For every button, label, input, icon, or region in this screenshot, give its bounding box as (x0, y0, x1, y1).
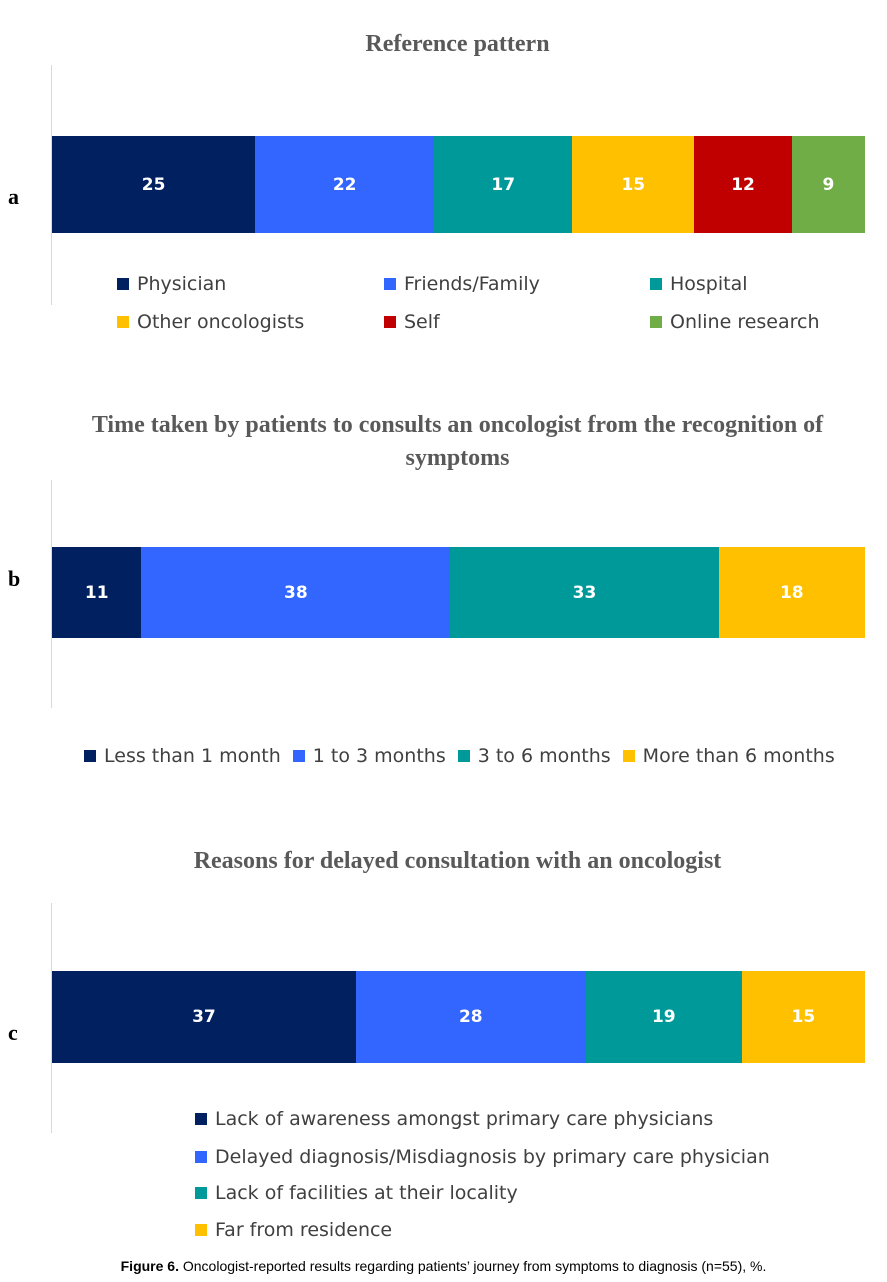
bar-segment-far-from-residence: 15 (741, 971, 865, 1063)
data-label: 28 (458, 1007, 483, 1027)
legend-label: Less than 1 month (104, 745, 281, 767)
legend-label: 1 to 3 months (312, 745, 446, 767)
bar-segment-3-to-6-months: 33 (450, 547, 719, 638)
bar-segment-more-than-6-months: 18 (718, 547, 865, 638)
legend-label: Hospital (670, 273, 748, 295)
chart-b-title: Time taken by patients to consults an on… (91, 412, 824, 471)
legend-item-online-research: Online research (650, 311, 820, 333)
bar-segment-online-research: 9 (791, 136, 865, 233)
panel-label-b: b (8, 566, 21, 591)
legend-swatch (117, 316, 129, 328)
bar-segment-less-than-1-month: 11 (52, 547, 142, 638)
data-label: 25 (141, 174, 166, 195)
legend-label: Far from residence (215, 1219, 393, 1241)
bar-segment-lack-of-facilities-at-their-locality: 19 (585, 971, 742, 1063)
bar-segment-1-to-3-months: 38 (141, 547, 451, 638)
legend-swatch (195, 1113, 207, 1125)
legend-swatch (650, 278, 662, 290)
legend-label: 3 to 6 months (477, 745, 611, 767)
chart-a-title: Reference pattern (365, 31, 550, 57)
chart-b-axis (51, 480, 52, 708)
legend-label: Online research (670, 311, 820, 333)
legend-label: Other oncologists (137, 311, 305, 333)
legend-item-friends-family: Friends/Family (384, 273, 540, 295)
data-label: 33 (572, 582, 597, 603)
chart-b-stacked-bar: 11 38 33 18 (52, 547, 865, 638)
bar-segment-hospital: 17 (434, 136, 573, 233)
legend-item-more-than-6-months: More than 6 months (622, 745, 835, 767)
figure-caption-label: Figure 6. (120, 1258, 179, 1274)
data-label: 15 (621, 174, 646, 195)
chart-a-axis (51, 65, 52, 305)
data-label: 11 (84, 582, 109, 603)
legend-swatch (195, 1187, 207, 1199)
legend-swatch (622, 750, 635, 762)
legend-item-physician: Physician (117, 273, 226, 295)
chart-c-axis (51, 903, 52, 1133)
legend-label: Physician (137, 273, 227, 295)
data-label: 38 (284, 582, 308, 603)
legend-swatch (384, 278, 396, 290)
legend-item-hospital: Hospital (650, 273, 748, 295)
data-label: 37 (192, 1007, 216, 1027)
legend-item-3-to-6-months: 3 to 6 months (457, 745, 611, 767)
legend-item-lack-of-awareness-amongst-primary-care-physicians: Lack of awareness amongst primary care p… (195, 1108, 713, 1130)
legend-label: Friends/Family (404, 273, 540, 295)
data-label: 9 (822, 174, 835, 195)
data-label: 19 (651, 1007, 676, 1027)
figure-caption-text: Oncologist-reported results regarding pa… (182, 1258, 767, 1274)
legend-item-less-than-1-month: Less than 1 month (84, 745, 281, 767)
bar-segment-other-oncologists: 15 (572, 136, 695, 233)
data-label: 12 (731, 174, 755, 195)
legend-swatch (650, 316, 662, 328)
chart-c-title: Reasons for delayed consultation with an… (193, 848, 722, 874)
bar-segment-delayed-diagnosis-misdiagnosis-by-primary-care-physician: 28 (355, 971, 586, 1063)
legend-item-lack-of-facilities-at-their-locality: Lack of facilities at their locality (195, 1182, 518, 1204)
legend-label: Lack of awareness amongst primary care p… (215, 1108, 714, 1130)
chart-b-legend: Less than 1 month 1 to 3 months 3 to 6 mon… (84, 745, 835, 767)
bar-segment-lack-of-awareness-amongst-primary-care-physicians: 37 (52, 971, 356, 1063)
legend-label: More than 6 months (642, 745, 835, 767)
legend-swatch (195, 1151, 207, 1163)
data-label: 17 (491, 174, 516, 195)
legend-swatch (292, 750, 305, 762)
legend-swatch (195, 1224, 207, 1236)
chart-c-stacked-bar: 37 28 19 15 (52, 971, 865, 1063)
legend-item-1-to-3-months: 1 to 3 months (292, 745, 446, 767)
data-label: 15 (791, 1007, 816, 1027)
legend-swatch (117, 278, 129, 290)
panel-label-c: c (8, 1020, 18, 1045)
figure-caption: Figure 6. Oncologist-reported results re… (0, 1258, 887, 1274)
legend-item-far-from-residence: Far from residence (195, 1219, 392, 1241)
legend-swatch (457, 750, 470, 762)
legend-swatch (384, 316, 396, 328)
bar-segment-friends-family: 22 (255, 136, 435, 233)
legend-swatch (84, 750, 96, 762)
bar-segment-physician: 25 (52, 136, 256, 233)
legend-label: Delayed diagnosis/Misdiagnosis by primar… (215, 1146, 770, 1168)
legend-item-other-oncologists: Other oncologists (117, 311, 304, 333)
panel-label-a: a (8, 184, 19, 209)
bar-segment-self: 12 (694, 136, 792, 233)
legend-label: Lack of facilities at their locality (215, 1182, 518, 1204)
legend-label: Self (404, 311, 440, 333)
data-label: 18 (779, 582, 804, 603)
legend-item-delayed-diagnosis-misdiagnosis-by-primary-care-physician: Delayed diagnosis/Misdiagnosis by primar… (195, 1146, 770, 1168)
legend-item-self: Self (384, 311, 440, 333)
data-label: 22 (332, 174, 357, 195)
chart-a-stacked-bar: 25 22 17 15 12 9 (52, 136, 865, 233)
